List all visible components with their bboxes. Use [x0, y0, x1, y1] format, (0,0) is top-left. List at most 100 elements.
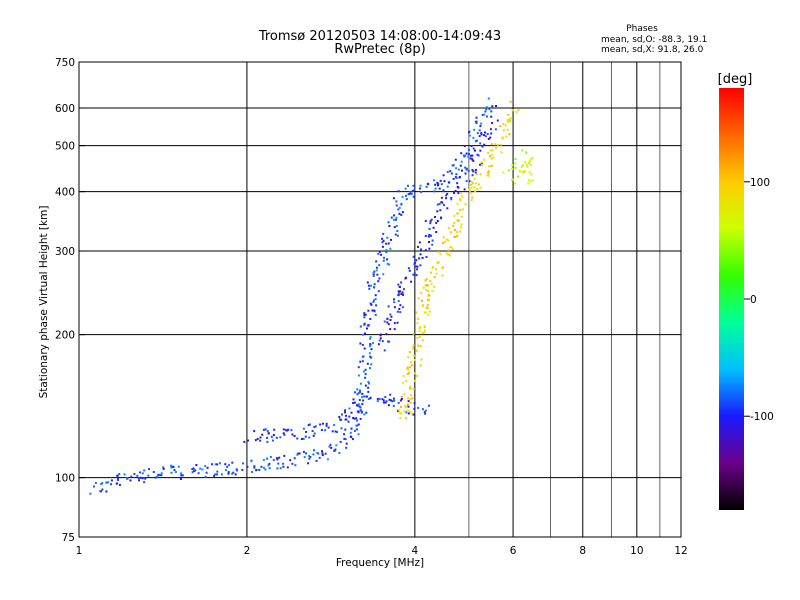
- scatter-point: [144, 477, 147, 480]
- scatter-point: [526, 165, 529, 168]
- scatter-point: [258, 468, 261, 471]
- scatter-point: [324, 452, 327, 455]
- scatter-point: [369, 367, 371, 370]
- scatter-point: [298, 452, 301, 455]
- scatter-point: [415, 311, 418, 314]
- scatter-point: [367, 323, 370, 326]
- scatter-point: [512, 178, 515, 181]
- scatter-point: [495, 105, 497, 107]
- scatter-point: [413, 354, 416, 357]
- scatter-point: [313, 449, 316, 452]
- scatter-point: [384, 401, 387, 404]
- scatter-point: [277, 462, 280, 465]
- scatter-point: [141, 477, 144, 480]
- scatter-point: [400, 281, 403, 284]
- scatter-point: [404, 406, 407, 409]
- scatter-point: [400, 412, 403, 415]
- scatter-point: [197, 472, 200, 475]
- scatter-point: [412, 344, 415, 347]
- scatter-point: [418, 330, 421, 333]
- y-axis-ticks: 75 100 200 300 400 500 600 750: [55, 57, 85, 544]
- scatter-point: [267, 432, 270, 435]
- scatter-point: [460, 223, 463, 226]
- scatter-point: [361, 410, 363, 413]
- scatter-point: [381, 241, 384, 244]
- scatter-point: [437, 251, 440, 254]
- scatter-point: [364, 384, 367, 387]
- scatter-point: [326, 458, 329, 461]
- scatter-point: [474, 140, 477, 143]
- scatter-point: [255, 469, 258, 472]
- scatter-point: [226, 465, 229, 468]
- scatter-point: [364, 368, 367, 371]
- scatter-point: [415, 259, 418, 262]
- scatter-point: [282, 465, 285, 468]
- scatter-point: [377, 343, 380, 346]
- scatter-point: [506, 120, 509, 123]
- scatter-point: [336, 431, 338, 433]
- scatter-point: [421, 256, 424, 259]
- scatter-point: [115, 482, 118, 485]
- scatter-point: [370, 284, 372, 287]
- scatter-point: [440, 217, 443, 220]
- scatter-point: [231, 461, 234, 464]
- scatter-point: [177, 465, 180, 468]
- scatter-point: [445, 252, 448, 255]
- scatter-point: [412, 184, 415, 187]
- scatter-point: [411, 397, 414, 400]
- scatter-point: [433, 190, 436, 193]
- scatter-point: [291, 462, 294, 465]
- scatter-point: [382, 232, 385, 235]
- scatter-point: [170, 471, 173, 474]
- scatter-point: [464, 154, 467, 157]
- scatter-point: [492, 156, 495, 159]
- scatter-point: [509, 119, 512, 122]
- scatter-point: [474, 171, 477, 174]
- scatter-point: [366, 327, 368, 330]
- scatter-point: [285, 429, 287, 432]
- scatter-point: [174, 471, 177, 473]
- scatter-point: [480, 163, 483, 166]
- scatter-point: [291, 433, 294, 436]
- scatter-point: [367, 309, 370, 312]
- scatter-point: [334, 448, 337, 451]
- scatter-point: [469, 154, 472, 157]
- scatter-point: [426, 304, 429, 307]
- scatter-point: [375, 260, 378, 263]
- scatter-point: [381, 245, 384, 248]
- scatter-point: [417, 245, 419, 248]
- scatter-point: [157, 474, 160, 476]
- scatter-point: [490, 164, 493, 167]
- scatter-point: [500, 143, 503, 146]
- scatter-point: [382, 399, 385, 402]
- scatter-point: [359, 406, 362, 409]
- scatter-point: [414, 259, 417, 262]
- scatter-point: [389, 319, 392, 321]
- scatter-point: [273, 428, 276, 431]
- scatter-point: [521, 164, 524, 167]
- scatter-point: [421, 408, 424, 411]
- scatter-point: [399, 290, 402, 293]
- scatter-point: [308, 455, 311, 457]
- scatter-point: [451, 164, 454, 167]
- scatter-point: [528, 162, 531, 165]
- scatter-point: [374, 294, 377, 297]
- scatter-point: [361, 396, 363, 399]
- scatter-point: [376, 397, 379, 400]
- scatter-point: [366, 281, 369, 284]
- scatter-point: [500, 151, 503, 154]
- plot-gridlines: [79, 62, 681, 537]
- scatter-point: [420, 248, 422, 251]
- scatter-point: [469, 157, 472, 160]
- scatter-point: [409, 366, 411, 369]
- scatter-point: [456, 202, 459, 205]
- scatter-point: [397, 408, 400, 411]
- scatter-point: [181, 474, 184, 477]
- scatter-point: [477, 154, 480, 157]
- scatter-point: [476, 188, 479, 191]
- scatter-point: [479, 125, 482, 128]
- scatter-point: [418, 241, 421, 244]
- scatter-point: [412, 388, 415, 391]
- scatter-point: [502, 171, 505, 174]
- scatter-point: [398, 206, 401, 209]
